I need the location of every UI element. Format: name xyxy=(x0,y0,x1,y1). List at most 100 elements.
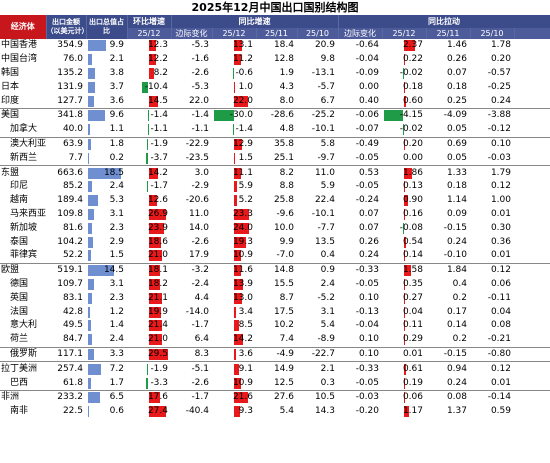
entity-name: 德国 xyxy=(10,278,29,289)
header-amount: 出口金额（以美元计） xyxy=(46,15,87,39)
pull-2511: 0.25 xyxy=(446,95,467,106)
table-row: 加拿大 40.0 1.1 -1.1 -1.1 -1.4 4.8 -10.1 -0.07 -0.02… xyxy=(0,123,550,137)
yoy-growth-2511: 14.9 xyxy=(256,361,297,377)
entity-name: 印尼 xyxy=(10,181,29,192)
yoy-growth-2512: 12.9 xyxy=(212,136,256,152)
export-share-value: 2.4 xyxy=(109,334,124,345)
spacer-cell xyxy=(514,319,550,333)
export-amount: 83.1 xyxy=(62,292,83,303)
header-share: 出口总值占比 xyxy=(86,15,128,39)
export-share-bar xyxy=(88,195,98,207)
export-amount: 81.6 xyxy=(62,222,83,233)
yoy-growth-2512: -0.6 xyxy=(212,67,256,81)
pull-2512: 0.27 xyxy=(382,291,426,305)
pull-2510: 0.36 xyxy=(490,236,511,247)
yoy-growth-2512-bar xyxy=(233,195,237,207)
yoy-marginal-change: 6.4 xyxy=(194,334,209,345)
yoy-marginal-change: -5.3 xyxy=(191,81,209,92)
mom-growth-value: -10.4 xyxy=(144,81,168,92)
export-share-bar xyxy=(88,181,93,193)
export-amount: 52.2 xyxy=(62,250,83,261)
mom-growth-bar xyxy=(148,208,166,220)
yoy-marginal-change: -2.6 xyxy=(191,67,209,78)
mom-growth-bar xyxy=(147,110,149,122)
yoy-growth-2512-value: 9.3 xyxy=(238,406,253,417)
yoy-marginal-change: 4.4 xyxy=(194,292,209,303)
mom-growth: -3.7 xyxy=(127,151,171,165)
entity-name: 韩国 xyxy=(1,67,20,78)
spacer-cell xyxy=(514,123,550,137)
export-share-bar xyxy=(88,138,92,150)
pull-2512: 1.86 xyxy=(382,165,426,180)
export-share: 7.2 xyxy=(86,361,127,377)
table-row: 巴西 61.8 1.7 -3.3 -2.6 10.9 12.5 0.3 -0.05 0.19 0.2… xyxy=(0,376,550,390)
export-share-value: 3.3 xyxy=(109,348,124,359)
pull-marginal-change: -0.04 xyxy=(355,320,379,331)
yoy-growth-2511: -7.0 xyxy=(276,250,294,261)
yoy-growth-2511: 17.5 xyxy=(273,306,294,317)
export-share-bar xyxy=(88,167,122,179)
header-mom: 环比增速 xyxy=(127,15,172,28)
pull-2511: 0.17 xyxy=(446,306,467,317)
spacer-cell xyxy=(514,389,550,405)
yoy-growth-2512: 11.1 xyxy=(212,165,256,180)
yoy-growth-2512-bar xyxy=(233,222,250,234)
yoy-growth-2512-value: 21.6 xyxy=(232,392,253,403)
yoy-growth-2511: 25.8 xyxy=(273,195,294,206)
pull-marginal-change: 0.40 xyxy=(358,95,379,106)
pull-2512-bar xyxy=(403,250,405,262)
spacer-cell xyxy=(514,235,550,249)
yoy-growth-2512-bar xyxy=(233,348,236,360)
export-amount: 109.7 xyxy=(57,278,83,289)
yoy-growth-2511: 35.8 xyxy=(256,136,297,152)
mom-growth-bar xyxy=(147,138,149,150)
pull-marginal-change: 0.07 xyxy=(358,208,379,219)
yoy-growth-2512-value: 13.0 xyxy=(232,292,253,303)
table-row: 新西兰 7.7 0.2 -3.7 -23.5 1.5 25.1 -9.7 -0.05 0.00 0.… xyxy=(0,151,550,165)
pull-2511: 1.84 xyxy=(426,262,470,278)
yoy-growth-2512: 5.9 xyxy=(212,180,256,194)
yoy-growth-2511: 8.7 xyxy=(279,292,294,303)
yoy-marginal-change: -1.7 xyxy=(171,389,212,405)
export-share: 3.1 xyxy=(86,208,127,222)
yoy-growth-2512-value: -30.0 xyxy=(229,110,253,121)
yoy-growth-2512-value: 10.9 xyxy=(232,377,253,388)
pull-marginal-change: -0.13 xyxy=(355,306,379,317)
mom-growth-value: 17.6 xyxy=(147,392,168,403)
export-amount: 233.2 xyxy=(46,389,86,405)
yoy-growth-2512: 11.2 xyxy=(212,53,256,67)
yoy-growth-2512-value: 9.1 xyxy=(238,363,253,374)
mom-growth: 23.9 xyxy=(127,221,171,235)
export-share-bar xyxy=(88,250,91,262)
yoy-growth-2512-bar xyxy=(233,392,248,404)
yoy-growth-2512: 11.6 xyxy=(212,262,256,278)
table-row: 法国 42.8 1.2 19.9 -14.0 3.4 17.5 3.1 -0.13 0.04 0.1… xyxy=(0,305,550,319)
pull-2512-bar xyxy=(403,278,406,290)
pull-2512: -0.02 xyxy=(382,123,426,137)
yoy-marginal-change: -2.6 xyxy=(191,236,209,247)
pull-2512-value: 0.61 xyxy=(402,363,423,374)
entity-name: 荷兰 xyxy=(10,334,29,345)
export-amount: 42.8 xyxy=(62,306,83,317)
export-share-bar xyxy=(88,54,92,66)
spacer-cell xyxy=(514,165,550,180)
pull-marginal-change: 0.07 xyxy=(358,222,379,233)
yoy-growth-2510: -5.2 xyxy=(317,292,335,303)
pull-2511: 0.18 xyxy=(446,181,467,192)
entity-name: 新加坡 xyxy=(10,222,38,233)
entity-name: 东盟 xyxy=(0,165,46,180)
pull-2512-bar xyxy=(403,320,404,332)
yoy-growth-2512: 9.3 xyxy=(212,405,256,419)
yoy-growth-2510: 22.4 xyxy=(314,195,335,206)
export-share-bar xyxy=(88,222,93,234)
yoy-marginal-change: -1.1 xyxy=(191,124,209,135)
yoy-growth-2512: 19.3 xyxy=(212,235,256,249)
yoy-growth-2512: 1.5 xyxy=(212,151,256,165)
yoy-growth-2512-bar xyxy=(233,81,235,93)
export-amount: 7.7 xyxy=(68,152,83,163)
yoy-growth-2512: 13.1 xyxy=(212,39,256,53)
mom-growth-value: 23.9 xyxy=(147,222,168,233)
yoy-growth-2510: 20.9 xyxy=(314,40,335,51)
table-row: 澳大利亚 63.9 1.8 -1.9 -22.9 12.9 35.8 5.8 -0.49 0.20… xyxy=(0,136,550,152)
yoy-growth-2510: 5.4 xyxy=(320,320,335,331)
